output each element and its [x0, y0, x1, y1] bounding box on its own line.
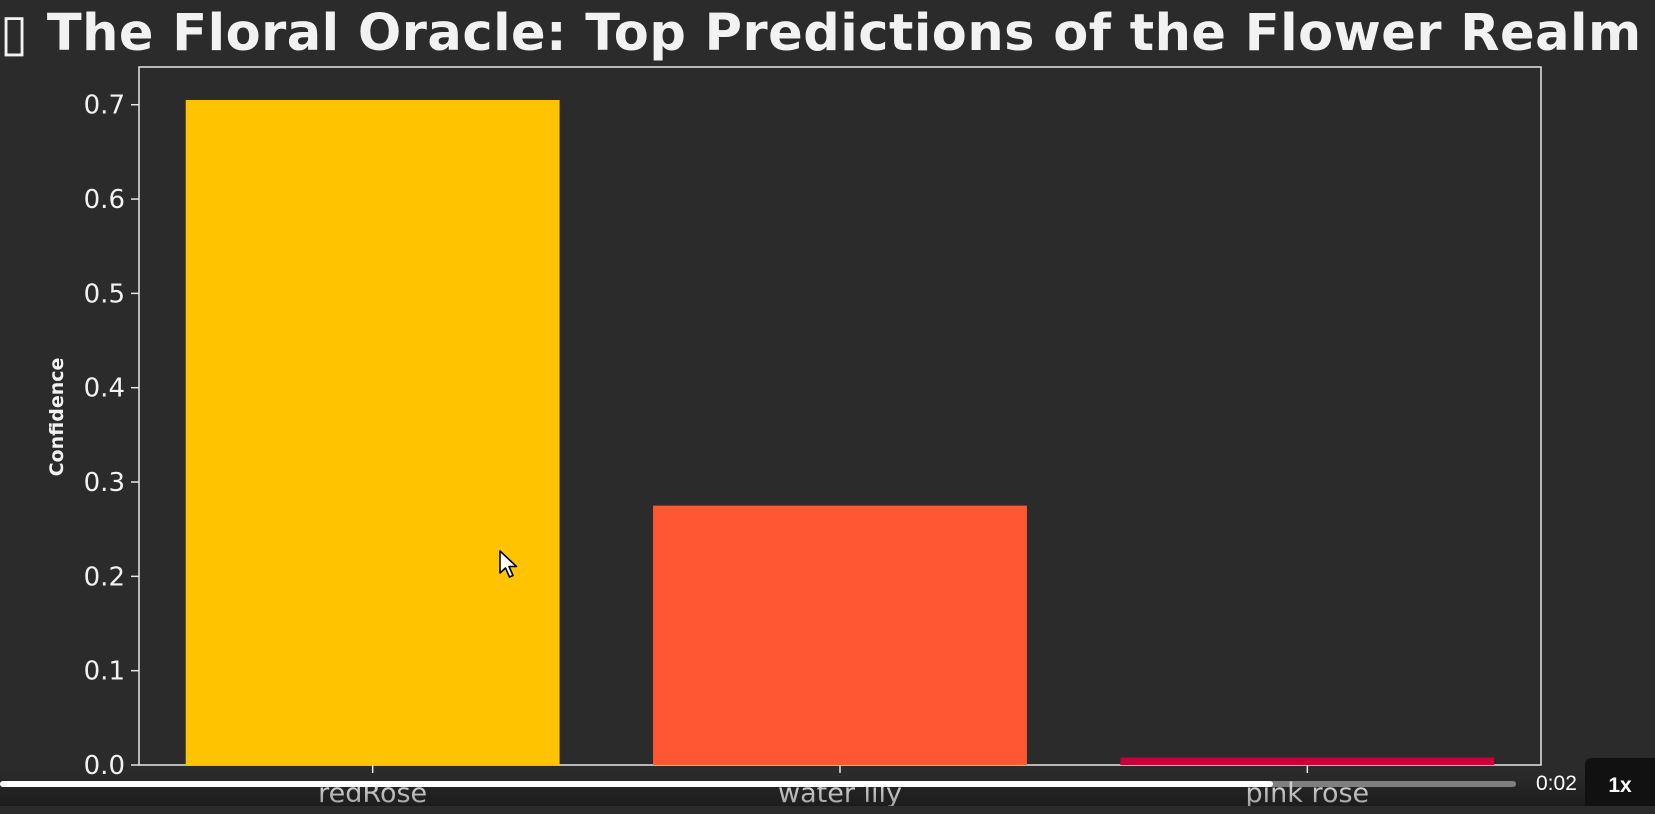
bar-redrose	[185, 100, 560, 766]
y-tick-label: 0.7	[84, 91, 125, 121]
y-tick-label: 0.2	[84, 562, 125, 592]
chart-title: ▯ The Floral Oracle: Top Predictions of …	[0, 4, 1655, 63]
y-axis-label: Confidence	[46, 358, 68, 477]
video-controls	[0, 772, 1655, 806]
video-time: 0:02	[1536, 772, 1577, 795]
y-tick-label: 0.0	[84, 751, 125, 781]
video-progress-fill	[0, 781, 1274, 787]
bar-pink-rose	[1120, 757, 1495, 765]
y-tick-label: 0.5	[84, 279, 125, 309]
y-tick-label: 0.4	[84, 374, 125, 404]
pointer-arrow-icon	[499, 550, 518, 578]
y-tick-label: 0.6	[84, 185, 125, 215]
video-progress-bar[interactable]	[0, 781, 1516, 787]
y-tick-label: 0.3	[84, 468, 125, 498]
bar-water-lily	[653, 505, 1027, 765]
y-tick-label: 0.1	[84, 657, 125, 687]
playback-speed-button[interactable]: 1x	[1585, 758, 1655, 806]
